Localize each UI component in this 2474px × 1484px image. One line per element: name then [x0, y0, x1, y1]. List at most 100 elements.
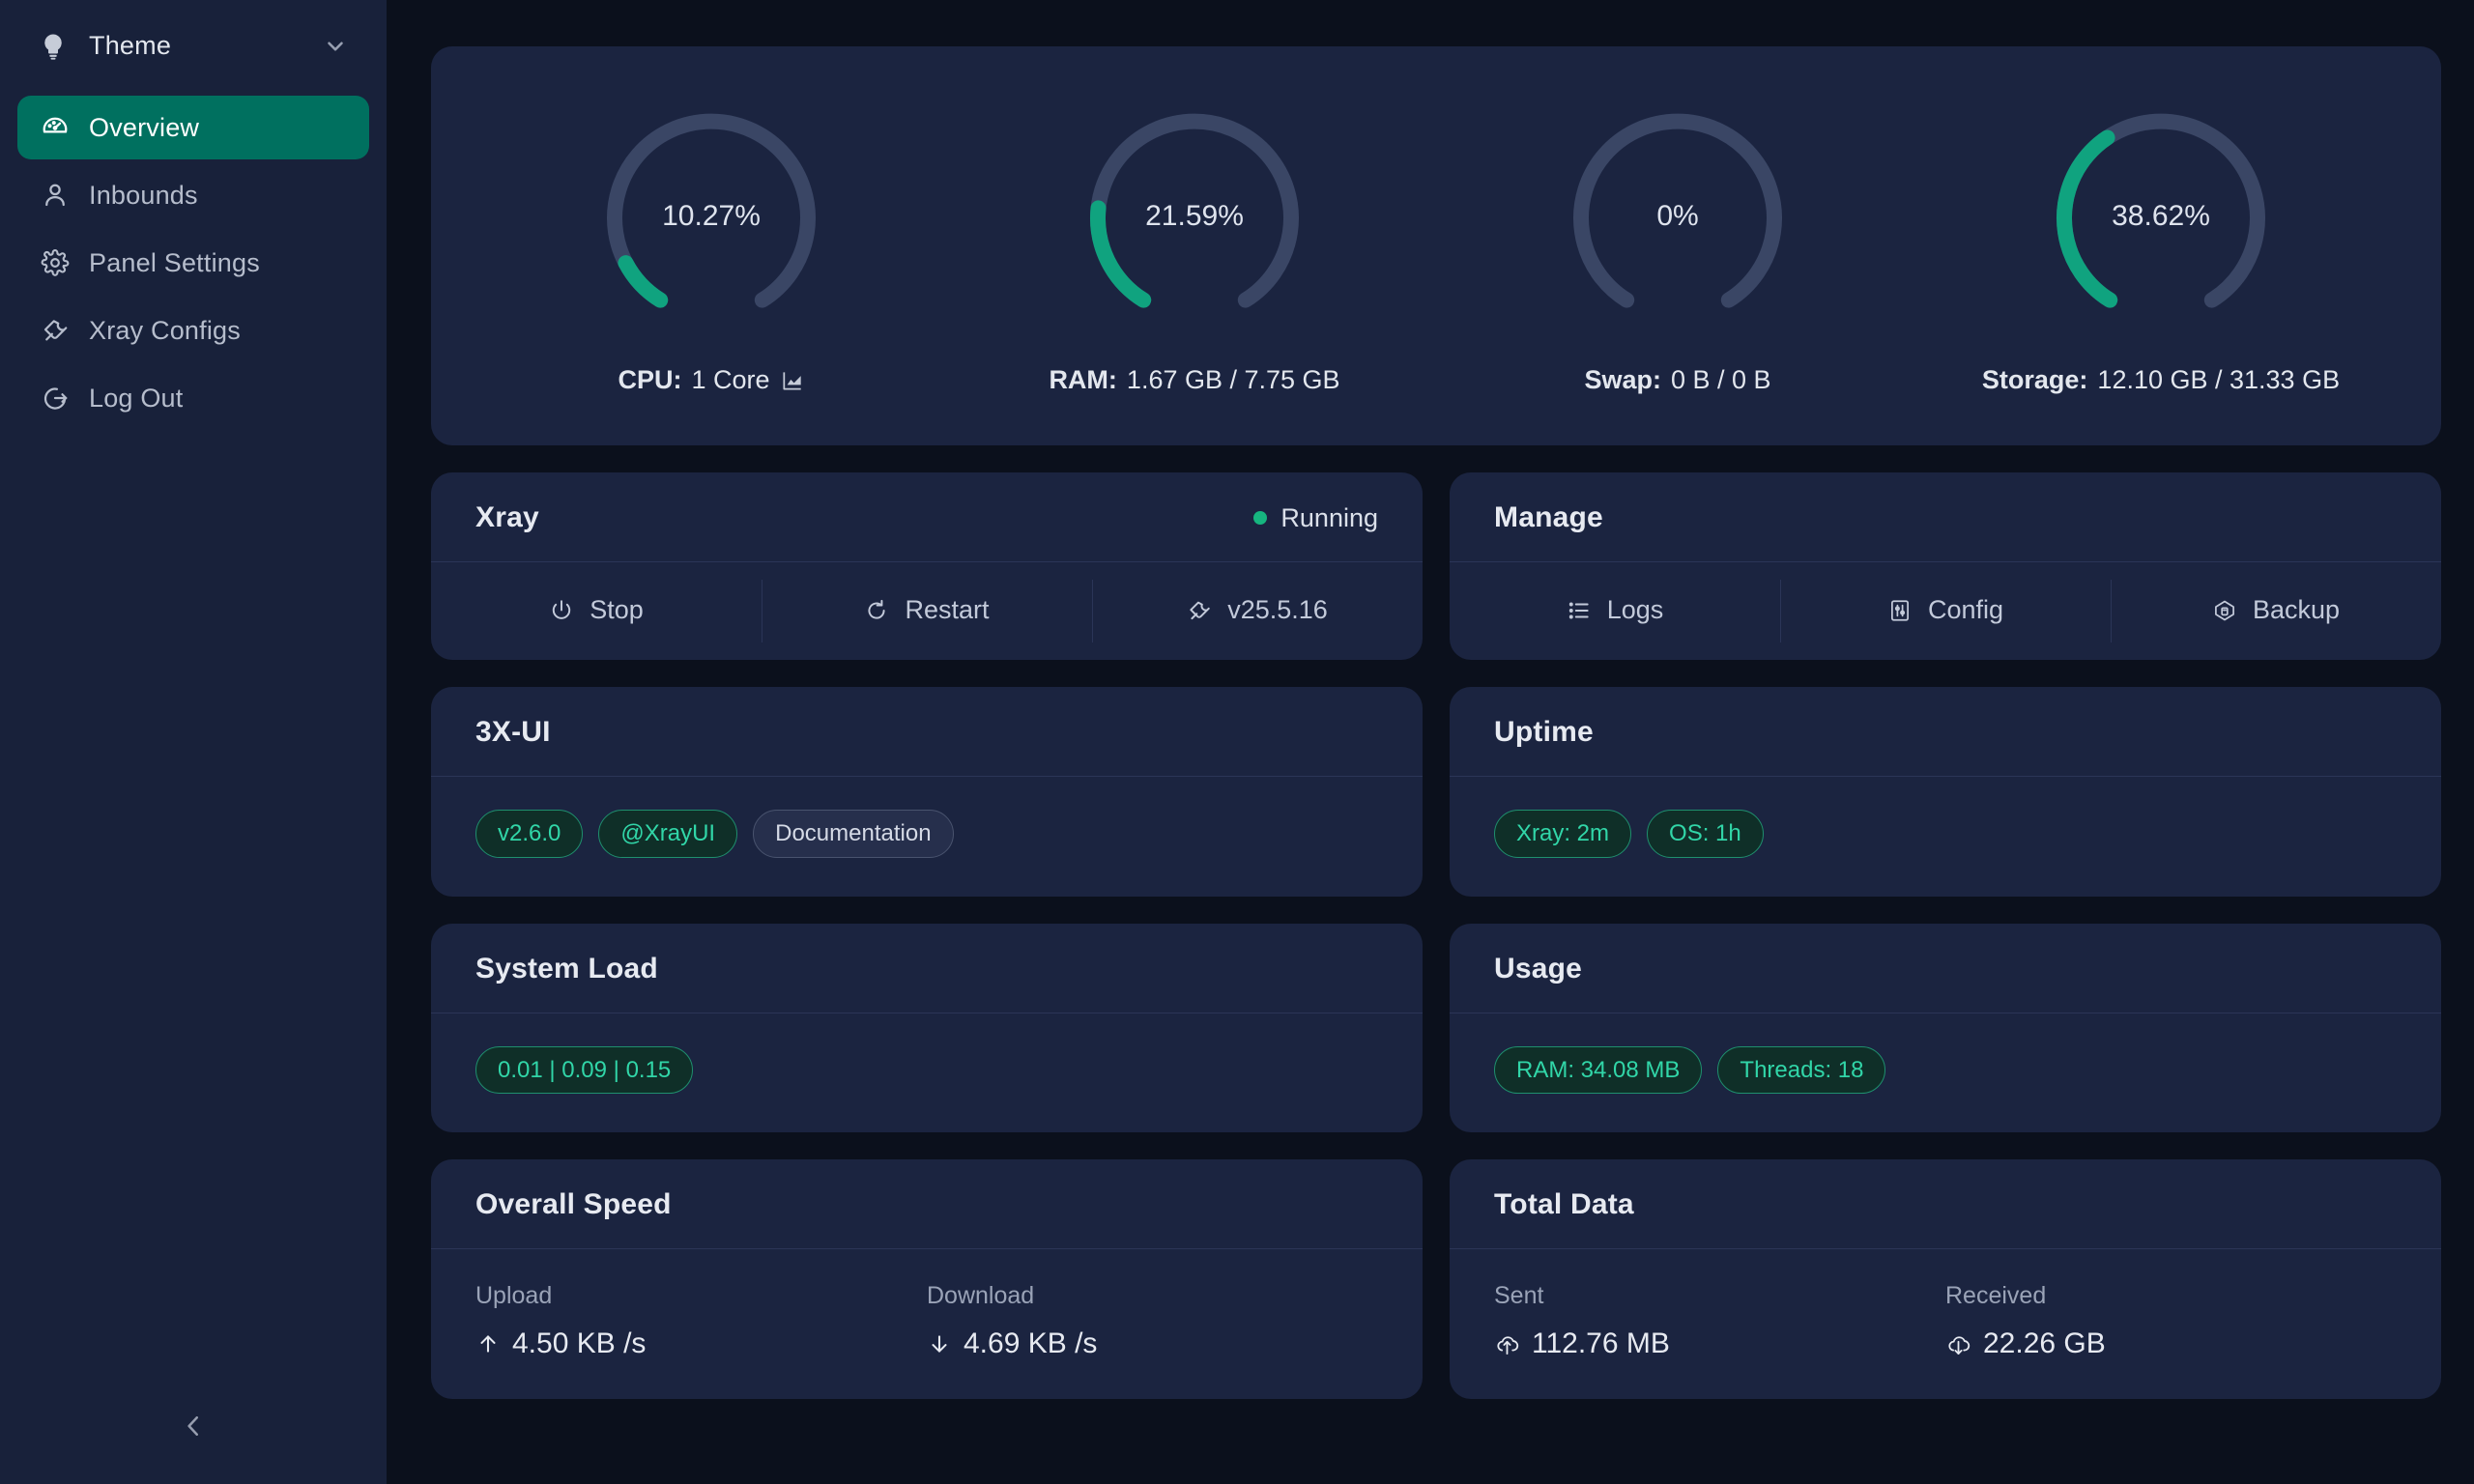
card-title: Overall Speed: [475, 1188, 672, 1221]
gauge-ring: 10.27%: [595, 100, 827, 332]
chip-group: v2.6.0 @XrayUI Documentation: [475, 810, 1378, 858]
gauge-label-key: CPU:: [618, 365, 682, 394]
status-badge: Running: [1253, 503, 1378, 533]
gauge-icon: [39, 113, 72, 142]
chevron-left-icon[interactable]: [164, 1397, 222, 1455]
chip-group: Xray: 2m OS: 1h: [1494, 810, 2397, 858]
system-load-card: System Load 0.01 | 0.09 | 0.15: [431, 923, 1423, 1133]
threexui-card: 3X-UI v2.6.0 @XrayUI Documentation: [431, 687, 1423, 897]
overall-speed-card-body: Upload 4.50 KB /s: [431, 1249, 1423, 1399]
sidebar-item-panel-settings[interactable]: Panel Settings: [17, 231, 369, 295]
gauge-ring: 21.59%: [1079, 100, 1310, 332]
gauge-label: CPU: 1 Core: [618, 365, 804, 395]
cloud-download-icon: [1945, 1331, 1971, 1357]
sidebar-item-inbounds[interactable]: Inbounds: [17, 163, 369, 227]
gauge-value: 21.59%: [1145, 200, 1244, 232]
cloud-upload-icon: [1494, 1331, 1520, 1357]
stat-value-row: 112.76 MB: [1494, 1327, 1945, 1360]
gauge-label: Storage: 12.10 GB / 31.33 GB: [1982, 365, 2340, 395]
gauge-label: Swap: 0 B / 0 B: [1584, 365, 1770, 395]
sidebar-item-overview[interactable]: Overview: [17, 96, 369, 159]
gauge-label-key: Storage:: [1981, 365, 2088, 394]
stat-key: Sent: [1494, 1282, 1544, 1310]
gauge-label-value: 1 Core: [691, 365, 770, 394]
right-column: Manage Logs: [1450, 472, 2441, 1426]
sidebar-item-label: Log Out: [89, 383, 184, 413]
left-column: Xray Running: [431, 472, 1423, 1426]
os-uptime-chip: OS: 1h: [1647, 810, 1764, 858]
gauge-label-value: 0 B / 0 B: [1670, 365, 1771, 394]
usage-card: Usage RAM: 34.08 MB Threads: 18: [1450, 923, 2441, 1133]
xray-actions: Stop Restart: [431, 562, 1423, 660]
action-label: Config: [1927, 595, 2004, 624]
load-average-chip: 0.01 | 0.09 | 0.15: [475, 1045, 694, 1095]
list-icon: [1567, 598, 1592, 623]
gauge-svg: [1573, 113, 1782, 308]
overall-speed-card-header: Overall Speed: [431, 1159, 1423, 1250]
stat-value: 112.76 MB: [1532, 1327, 1670, 1360]
gauge-label-key: Swap:: [1584, 365, 1661, 394]
version-chip[interactable]: v2.6.0: [475, 810, 584, 858]
logs-button[interactable]: Logs: [1450, 562, 1780, 660]
ram-usage-chip: RAM: 34.08 MB: [1494, 1045, 1703, 1095]
power-icon: [549, 598, 574, 623]
gauge-ring: 0%: [1562, 100, 1794, 332]
status-label: Running: [1280, 502, 1378, 532]
sidebar: Theme Overvi: [0, 0, 387, 1484]
sidebar-collapse-wrap: [0, 1397, 387, 1455]
wrench-icon: [1187, 598, 1212, 623]
sidebar-item-log-out[interactable]: Log Out: [17, 366, 369, 430]
stat-key: Upload: [475, 1282, 553, 1310]
gauge-label-key: RAM:: [1049, 365, 1117, 394]
config-button[interactable]: Config: [1780, 562, 2111, 660]
dashboard-columns: Xray Running: [431, 472, 2441, 1426]
lightbulb-icon: [39, 32, 72, 61]
card-title: Uptime: [1494, 716, 1594, 748]
backup-icon: [2212, 598, 2237, 623]
sidebar-item-label: Inbounds: [89, 180, 198, 210]
xray-uptime-chip: Xray: 2m: [1494, 810, 1632, 858]
user-icon: [39, 181, 72, 210]
telegram-chip[interactable]: @XrayUI: [598, 810, 738, 858]
threexui-card-body: v2.6.0 @XrayUI Documentation: [431, 777, 1423, 897]
chip-group: 0.01 | 0.09 | 0.15: [475, 1045, 1378, 1095]
total-data-card-header: Total Data: [1450, 1159, 2441, 1250]
chevron-down-icon[interactable]: [323, 34, 348, 59]
stop-button[interactable]: Stop: [431, 562, 762, 660]
gauge-label-value: 1.67 GB / 7.75 GB: [1126, 365, 1340, 394]
stat-value: 4.69 KB /s: [964, 1327, 1098, 1360]
uptime-card-header: Uptime: [1450, 687, 2441, 777]
xray-version-button[interactable]: v25.5.16: [1092, 562, 1423, 660]
theme-label: Theme: [89, 31, 172, 60]
system-load-card-body: 0.01 | 0.09 | 0.15: [431, 1013, 1423, 1133]
main-content: 10.27% CPU: 1 Core: [387, 0, 2474, 1484]
threexui-card-header: 3X-UI: [431, 687, 1423, 777]
status-dot-icon: [1253, 511, 1268, 525]
restart-button[interactable]: Restart: [762, 562, 1092, 660]
gauge-svg: [2057, 113, 2265, 308]
card-title: System Load: [475, 952, 658, 985]
manage-card-header: Manage: [1450, 472, 2441, 562]
card-title: Usage: [1494, 952, 1583, 985]
download-stat: Download 4.69 KB /s: [927, 1282, 1378, 1360]
sidebar-nav: Overview Inbounds Pane: [0, 96, 387, 430]
stat-value: 4.50 KB /s: [512, 1327, 647, 1360]
uptime-card-body: Xray: 2m OS: 1h: [1450, 777, 2441, 897]
threads-chip: Threads: 18: [1717, 1045, 1886, 1095]
gauge-ram: 21.59% RAM: 1.67 GB / 7.75 GB: [953, 100, 1436, 395]
usage-card-body: RAM: 34.08 MB Threads: 18: [1450, 1013, 2441, 1133]
logout-icon: [39, 384, 72, 413]
speed-pairs: Upload 4.50 KB /s: [475, 1282, 1378, 1360]
gauge-storage: 38.62% Storage: 12.10 GB / 31.33 GB: [1919, 100, 2402, 395]
backup-button[interactable]: Backup: [2111, 562, 2441, 660]
sidebar-item-xray-configs[interactable]: Xray Configs: [17, 299, 369, 362]
sidebar-item-label: Panel Settings: [89, 247, 260, 277]
action-label: Restart: [905, 595, 990, 624]
area-chart-icon[interactable]: [780, 368, 805, 393]
stat-value: 22.26 GB: [1983, 1327, 2106, 1360]
theme-selector[interactable]: Theme: [17, 17, 369, 74]
gauge-label-value: 12.10 GB / 31.33 GB: [2097, 365, 2341, 394]
sent-stat: Sent 112.76 MB: [1494, 1282, 1945, 1360]
documentation-chip[interactable]: Documentation: [753, 810, 954, 858]
